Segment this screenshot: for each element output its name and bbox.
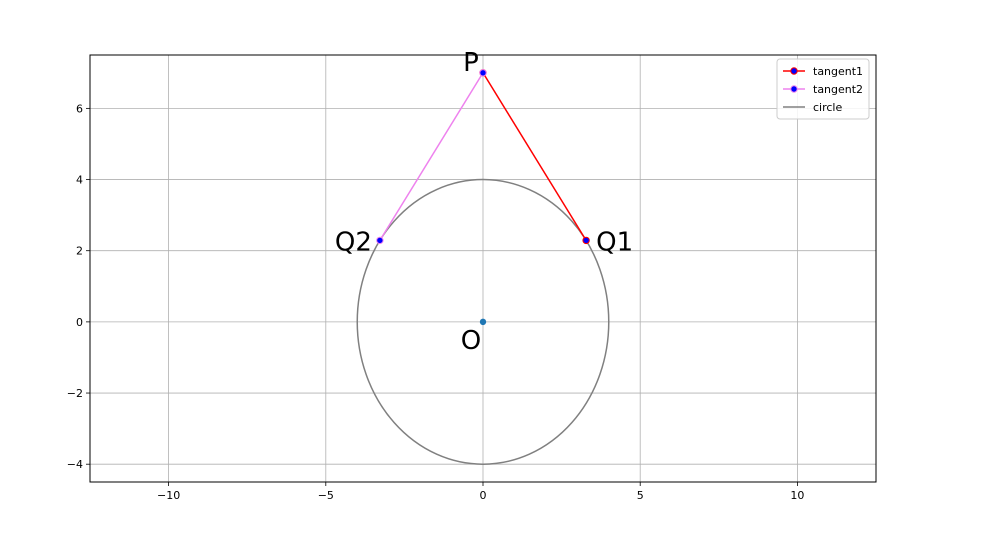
tangent2-point [376, 236, 384, 245]
y-tick-label: 6 [76, 102, 83, 115]
point-label-o: O [461, 326, 481, 356]
y-tick-label: 4 [76, 174, 83, 187]
circle-series [356, 178, 610, 465]
tangent1-point [582, 236, 590, 245]
legend-label-tangent2: tangent2 [813, 83, 863, 96]
y-tick-label: −4 [67, 458, 83, 471]
plot-shapes [356, 69, 610, 465]
x-tick-label: −10 [157, 489, 180, 502]
x-tick-label: 0 [480, 489, 487, 502]
y-tick-label: 0 [76, 316, 83, 329]
point-label-q1: Q1 [596, 227, 633, 257]
tangent2-line [379, 72, 484, 241]
legend: tangent1 tangent2 circle [776, 58, 870, 120]
y-tick-label: −2 [67, 387, 83, 400]
center-point [479, 318, 487, 326]
tangent1-line [482, 72, 587, 241]
legend-marker-tangent1 [790, 67, 798, 75]
legend-marker-tangent2 [790, 85, 798, 93]
tangent2-point [479, 69, 487, 77]
point-label-p: P [463, 48, 479, 78]
point-labels: P Q1 Q2 O [335, 48, 633, 356]
x-tick-label: 5 [637, 489, 644, 502]
legend-box [776, 58, 870, 120]
tick-marks: −10 −5 0 5 10 −4 −2 0 2 4 6 [67, 102, 805, 502]
point-label-q2: Q2 [335, 227, 372, 257]
x-tick-label: 10 [790, 489, 804, 502]
grid-lines [90, 55, 876, 482]
x-tick-label: −5 [318, 489, 334, 502]
legend-label-tangent1: tangent1 [813, 65, 863, 78]
legend-label-circle: circle [813, 101, 842, 114]
y-tick-label: 2 [76, 245, 83, 258]
